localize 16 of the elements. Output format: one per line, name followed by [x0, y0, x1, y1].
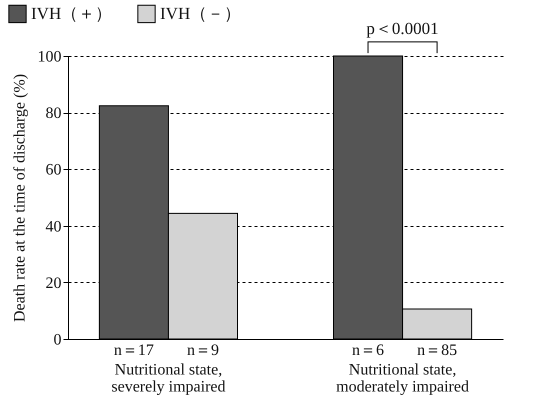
y-tick-label: 20 [46, 274, 62, 292]
y-tick-label: 0 [54, 332, 62, 348]
text: n＝17 [114, 342, 154, 359]
legend-label: IVH（－） [160, 4, 242, 23]
y-tick-label: 100 [38, 48, 62, 66]
text: n＝9 [186, 342, 219, 359]
x-tick-label: Nutritional state, severely impaired [111, 362, 226, 396]
legend-label: IVH（＋） [31, 4, 112, 23]
y-tick-label: 40 [46, 218, 62, 236]
y-tick-label: 60 [46, 162, 62, 179]
text: n＝85 [417, 342, 458, 359]
text: p＜0.0001 [366, 18, 439, 38]
y-axis-title: Death rate at the time of discharge (%) [12, 74, 28, 322]
text: n＝6 [352, 342, 384, 359]
y-tick-label: 80 [46, 105, 62, 122]
x-tick-label: Nutritional state, moderately impaired [336, 362, 469, 396]
